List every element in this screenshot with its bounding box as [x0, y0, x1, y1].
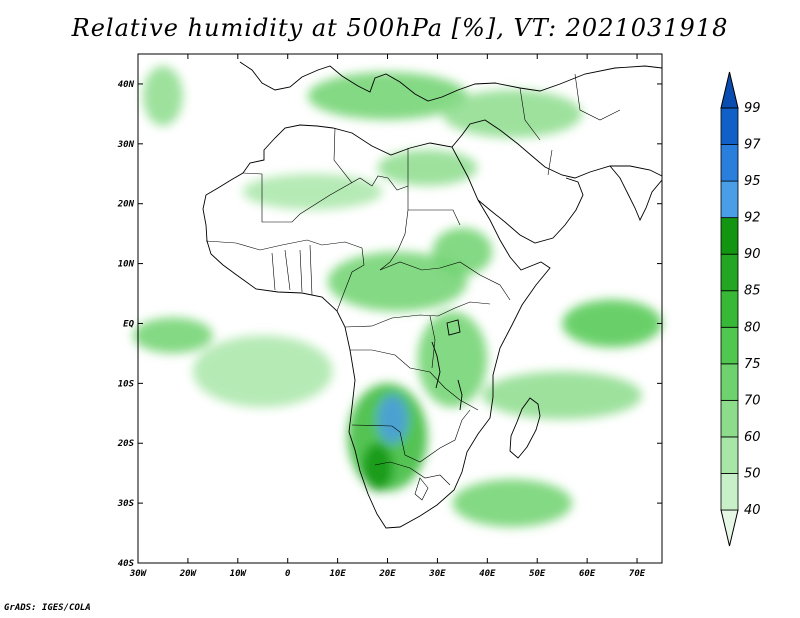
border-line [242, 172, 409, 271]
lat-tick-label: 10S [118, 379, 135, 389]
humidity-region [377, 395, 408, 444]
lat-tick-label: 10N [118, 260, 135, 270]
colorbar-segment [720, 290, 739, 328]
colorbar-label: 95 [744, 174, 761, 189]
lon-tick-label: 20W [179, 569, 198, 579]
border-line [344, 301, 491, 328]
lat-tick-label: 40S [118, 559, 135, 569]
humidity-region [442, 89, 583, 138]
humidity-region [482, 371, 643, 420]
humidity-region [133, 317, 213, 354]
border-line [519, 73, 621, 176]
lat-tick-label: 40N [118, 80, 135, 90]
colorbar-label: 99 [744, 101, 761, 116]
colorbar-segment [720, 180, 739, 219]
colorbar-segment [720, 473, 739, 511]
lon-tick-label: 40E [479, 569, 496, 579]
humidity-region [192, 335, 333, 408]
lon-tick-label: 50E [529, 569, 546, 579]
india-coastline [609, 165, 663, 222]
lat-tick-label: 20N [117, 200, 135, 210]
border-line [271, 244, 313, 296]
credit-footer: GrADS: IGES/COLA [4, 603, 91, 613]
coastlines [202, 61, 663, 529]
humidity-field [133, 65, 662, 528]
border-line [350, 349, 479, 411]
colorbar-label: 50 [744, 466, 761, 481]
colorbar-segment [720, 363, 739, 401]
border-line [414, 477, 429, 501]
arabia-coastline [477, 177, 584, 244]
colorbar-segment [720, 253, 739, 292]
colorbar-segment [720, 144, 739, 182]
madagascar-coastline [509, 397, 541, 459]
map-title: Relative humidity at 500hPa [%], VT: 202… [71, 14, 729, 42]
colorbar-segment [720, 399, 739, 438]
europe-coastline [239, 61, 663, 102]
longitude-axis: 30W 20W 10W 0 10E 20E 30E 40E 50E 60E 70E [129, 54, 646, 579]
colorbar-label: 85 [744, 284, 761, 299]
lon-tick-label: 10E [329, 569, 346, 579]
humidity-region [142, 65, 183, 126]
lat-tick-label: EQ [123, 319, 134, 329]
great-lakes [431, 319, 463, 411]
colorbar-label: 60 [744, 430, 761, 445]
lon-tick-label: 30W [129, 569, 148, 579]
colorbar-label: 97 [744, 138, 761, 153]
lat-tick-label: 20S [117, 439, 135, 449]
lake-victoria [446, 319, 461, 336]
colorbar-label: 75 [744, 357, 761, 372]
lat-tick-label: 30S [117, 499, 135, 509]
lat-tick-label: 30N [117, 140, 135, 150]
colorbar-lower-arrow [720, 509, 739, 547]
lake-malawi [457, 379, 463, 411]
colorbar-label: 80 [744, 320, 761, 335]
colorbar: 40 50 60 70 75 80 85 90 92 95 97 99 [720, 71, 761, 547]
colorbar-label: 40 [744, 503, 761, 518]
lon-tick-label: 10W [230, 569, 248, 579]
humidity-region [452, 479, 573, 528]
africa-coastline [202, 124, 551, 529]
lon-tick-label: 70E [629, 569, 646, 579]
border-line [336, 247, 365, 312]
humidity-region [242, 173, 383, 210]
colorbar-segment [720, 217, 739, 255]
humidity-region [307, 71, 468, 120]
border-line [351, 409, 471, 463]
country-borders [205, 73, 621, 501]
humidity-region [432, 227, 493, 276]
border-line [408, 209, 461, 226]
colorbar-label: 70 [744, 393, 761, 408]
border-line [333, 127, 353, 184]
lake-tanganyika [431, 341, 441, 389]
colorbar-upper-arrow [720, 71, 739, 109]
colorbar-segment [720, 436, 739, 474]
border-line [379, 261, 511, 301]
map-frame [137, 53, 663, 564]
latitude-axis: 40N 30N 20N 10N EQ 10S 20S 30S 40S [117, 80, 662, 569]
lon-tick-label: 60E [579, 569, 596, 579]
lon-tick-label: 30E [428, 569, 446, 579]
colorbar-segment [720, 107, 739, 145]
border-line [429, 315, 436, 369]
border-line [374, 461, 451, 486]
middle-east-coastline [451, 119, 663, 179]
humidity-region [562, 299, 662, 348]
humidity-region [377, 149, 478, 186]
humidity-region [417, 311, 488, 408]
border-line [205, 239, 363, 251]
colorbar-label: 90 [744, 247, 761, 262]
colorbar-segment [720, 326, 739, 365]
lon-tick-label: 20E [378, 569, 396, 579]
humidity-region [327, 251, 468, 312]
colorbar-label: 92 [744, 211, 761, 226]
humidity-region [362, 443, 393, 492]
lon-tick-label: 0 [285, 569, 291, 579]
